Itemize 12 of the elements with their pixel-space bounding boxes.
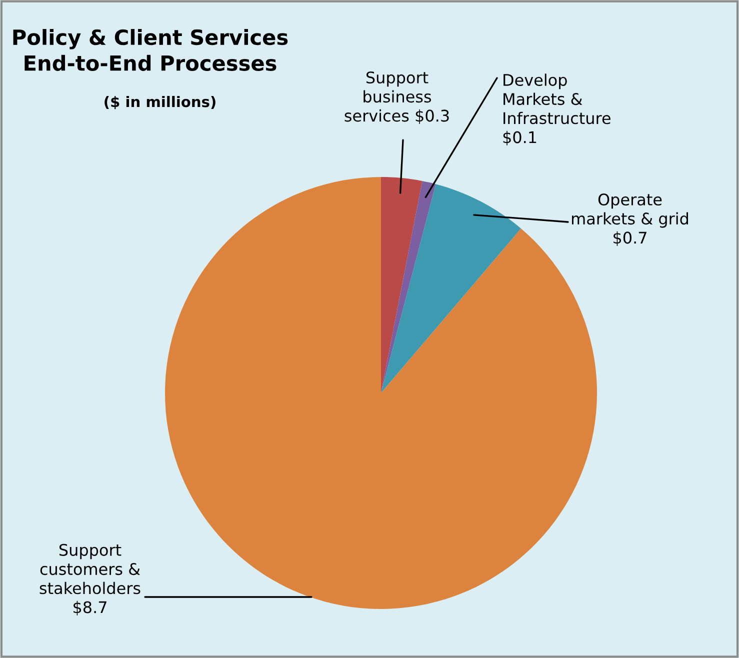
- slice-label: Operate markets & grid: [572, 193, 688, 228]
- slice-label: Develop Markets & Infrastructure: [504, 74, 610, 124]
- slice-label: Support customers & stakeholders: [40, 544, 140, 594]
- data-label: $8.7: [74, 600, 106, 616]
- pie-slice: [381, 177, 422, 393]
- chart-title: Policy & Client Services End-to-End Processes: [13, 28, 288, 71]
- slice-label: Support business services $0.3: [344, 71, 449, 124]
- text: ($ in millions): [104, 96, 216, 110]
- data-label: $0.1: [503, 130, 536, 146]
- pie-slice: [381, 184, 522, 393]
- pie-slice: [381, 180, 436, 393]
- data-label: $0.7: [614, 231, 646, 246]
